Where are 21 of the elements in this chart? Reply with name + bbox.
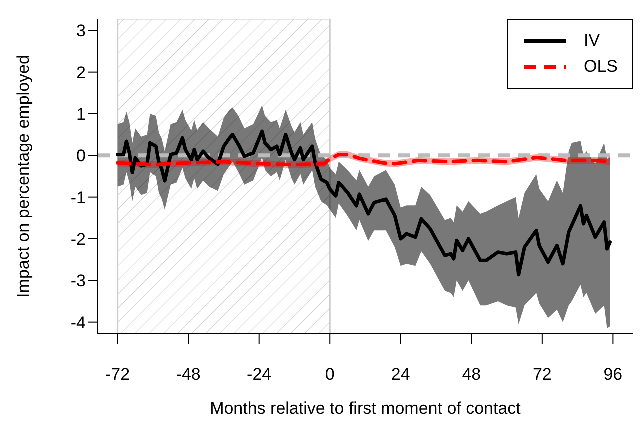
y-tick-label: -4 bbox=[70, 313, 86, 332]
x-axis-title: Months relative to first moment of contact bbox=[210, 399, 522, 418]
x-tick-label: 72 bbox=[532, 365, 552, 384]
y-tick-label: -3 bbox=[70, 272, 86, 291]
y-tick-label: 1 bbox=[76, 105, 86, 124]
y-tick-label: 2 bbox=[76, 63, 86, 82]
x-tick-label: -72 bbox=[106, 365, 130, 384]
y-tick-label: -1 bbox=[70, 188, 86, 208]
x-tick-label: -24 bbox=[247, 365, 272, 384]
x-tick-label: -48 bbox=[176, 365, 201, 384]
x-tick-label: 48 bbox=[462, 365, 482, 384]
y-tick-label: -2 bbox=[70, 230, 86, 250]
line-series bbox=[116, 130, 612, 277]
x-tick-label: 96 bbox=[604, 365, 623, 384]
x-tick-label: 24 bbox=[391, 365, 410, 384]
y-axis-title: Impact on percentage employed bbox=[14, 55, 34, 298]
x-tick-label: 0 bbox=[325, 365, 335, 384]
legend-label: IV bbox=[584, 31, 600, 51]
legend-label: OLS bbox=[584, 57, 618, 77]
y-tick-label: 3 bbox=[76, 22, 86, 41]
y-tick-label: 0 bbox=[76, 146, 86, 166]
